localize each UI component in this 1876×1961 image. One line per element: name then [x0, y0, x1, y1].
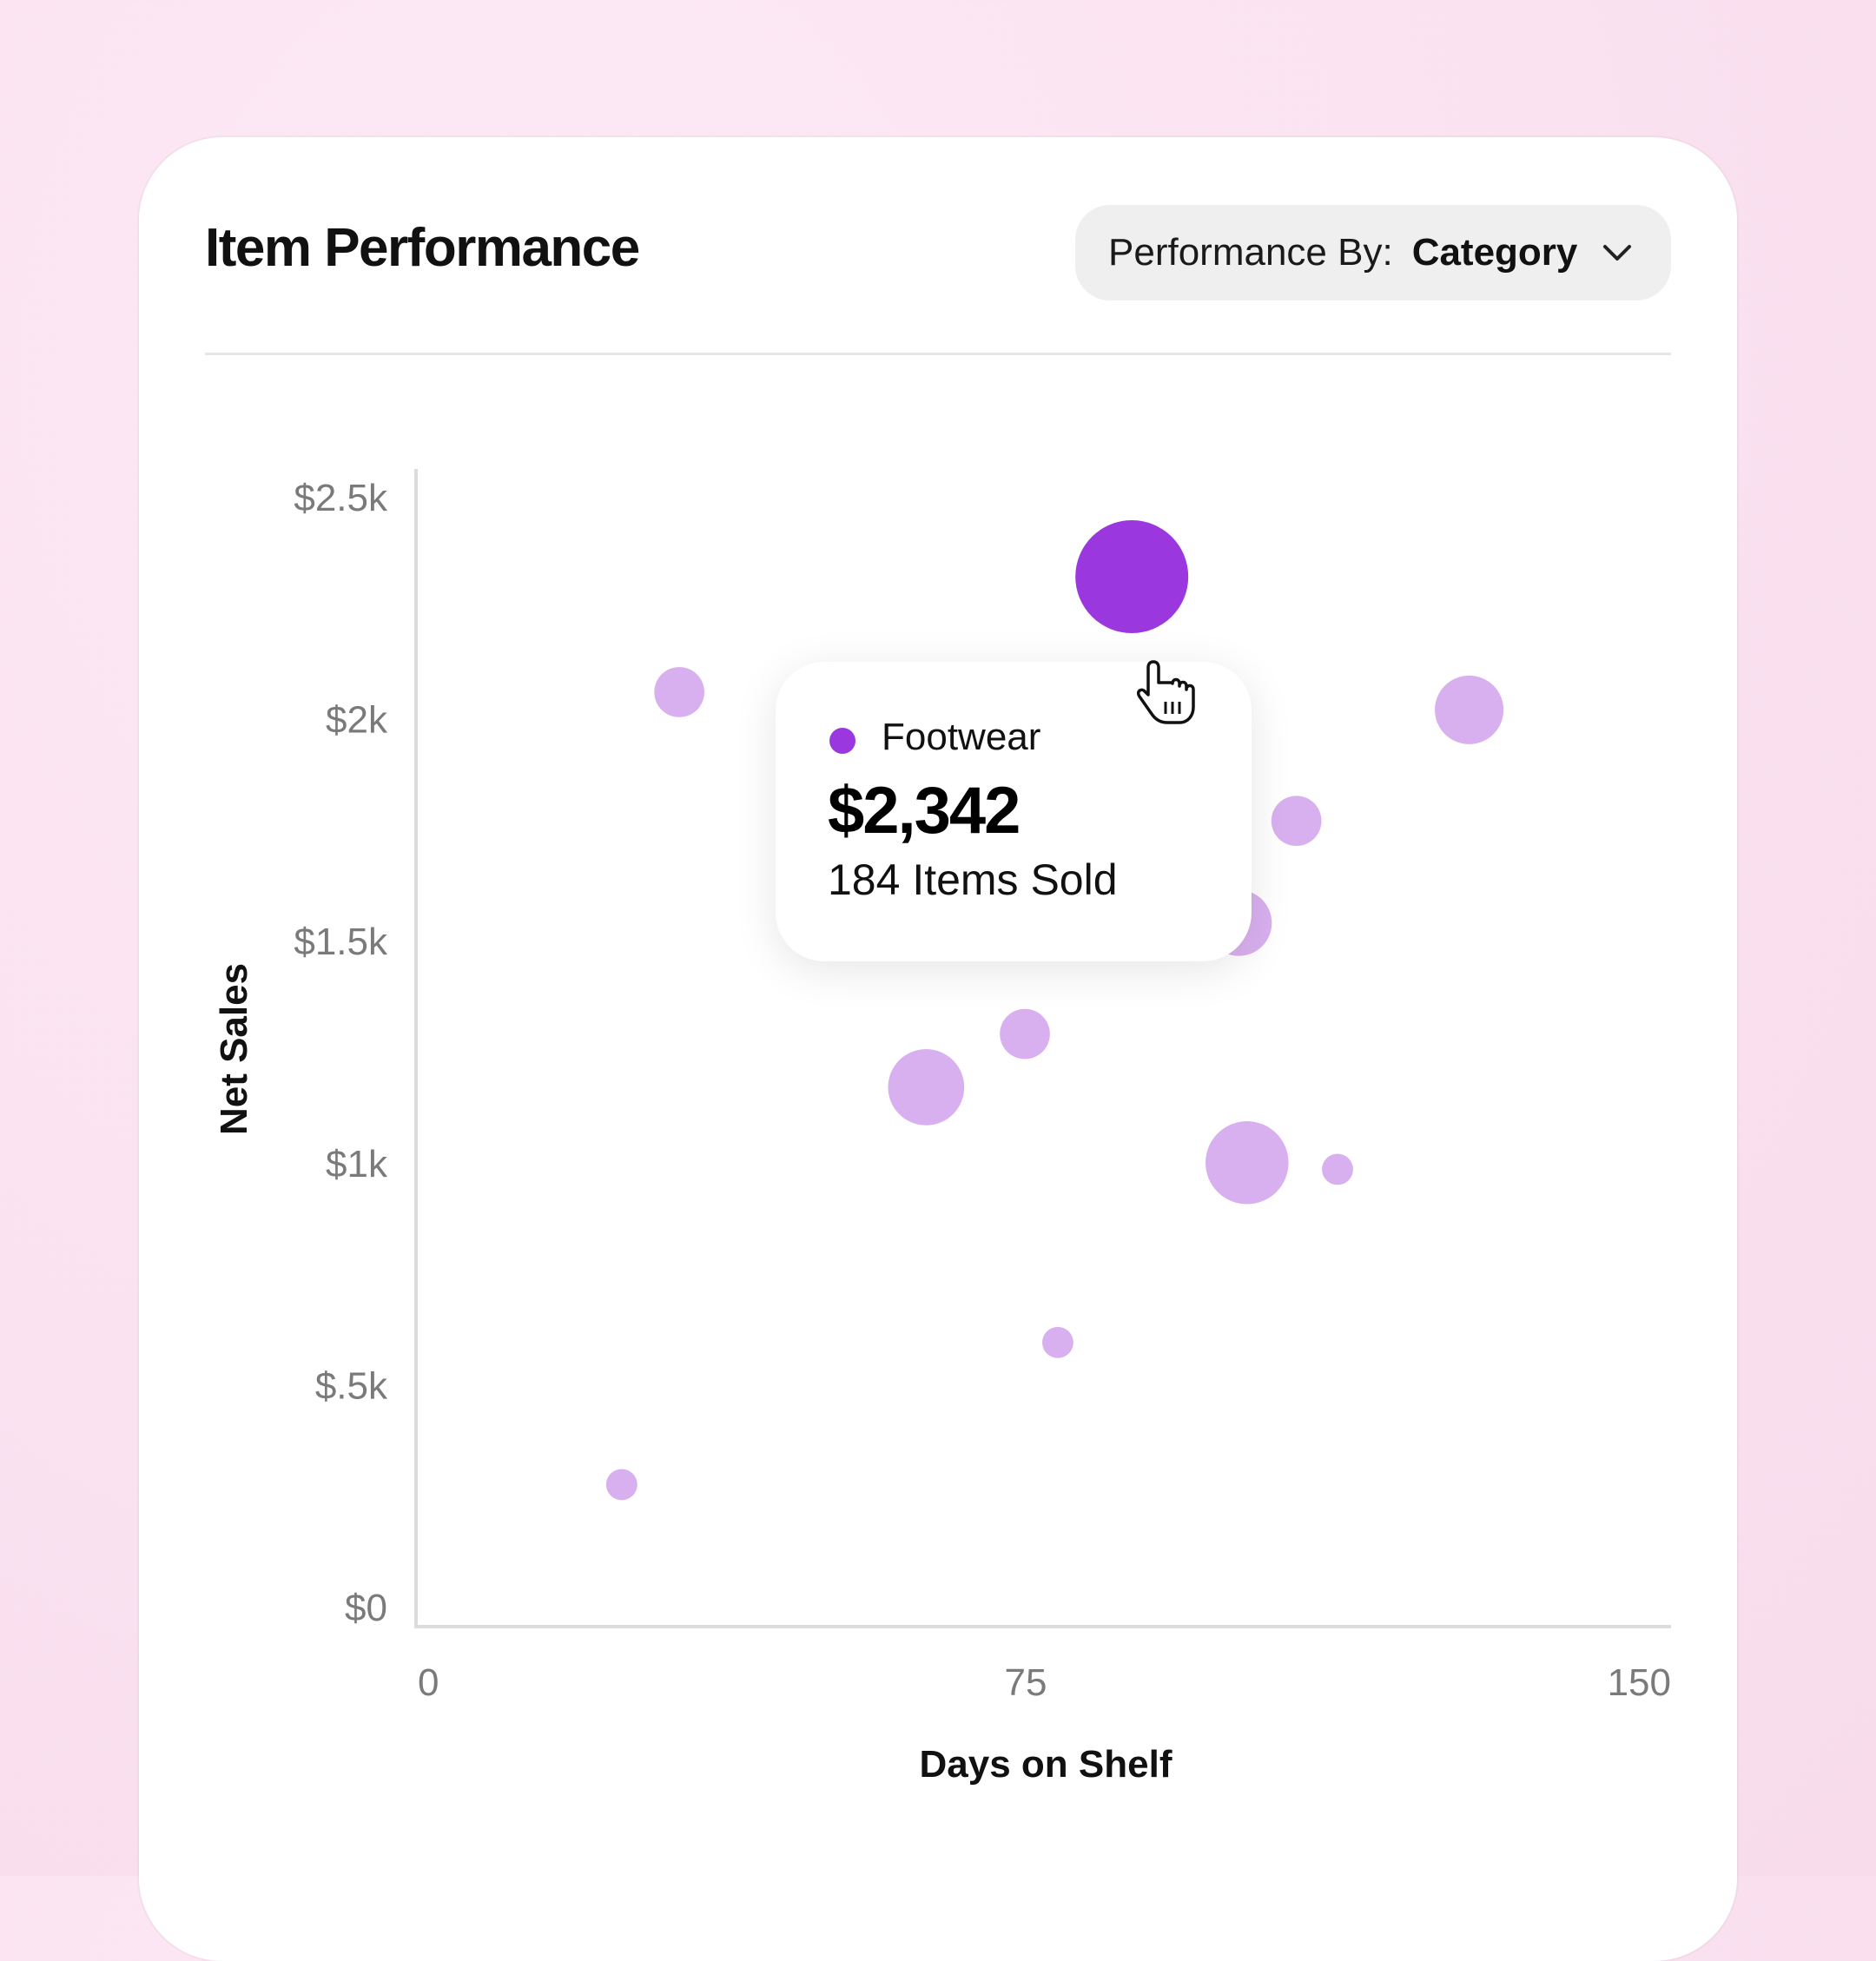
- hand-pointer-icon: [1136, 660, 1195, 724]
- x-tick-label: 75: [1005, 1661, 1047, 1704]
- bubble[interactable]: [888, 1049, 965, 1126]
- chevron-down-icon: [1600, 235, 1635, 270]
- x-axis-title: Days on Shelf: [920, 1743, 1172, 1786]
- tooltip-category: Footwear: [882, 716, 1041, 758]
- bubble-highlighted[interactable]: [1075, 520, 1189, 634]
- y-tick-label: $1.5k: [294, 921, 388, 963]
- x-tick-label: 150: [1608, 1661, 1671, 1704]
- performance-by-dropdown[interactable]: Performance By: Category: [1075, 205, 1671, 300]
- y-tick-label: $2.5k: [294, 477, 388, 519]
- bubble[interactable]: [654, 667, 704, 717]
- x-tick-label: 0: [418, 1661, 439, 1704]
- bubble[interactable]: [605, 1469, 637, 1501]
- bubble[interactable]: [1206, 1121, 1289, 1205]
- tooltip-items-sold: 184 Items Sold: [828, 855, 1118, 904]
- bubble[interactable]: [1042, 1326, 1073, 1358]
- y-axis-title: Net Sales: [213, 963, 255, 1135]
- legend-dot: [829, 728, 855, 754]
- header-divider: [205, 353, 1671, 355]
- y-tick-label: $.5k: [315, 1364, 388, 1407]
- bubble[interactable]: [1322, 1153, 1353, 1185]
- bubble[interactable]: [1435, 675, 1504, 744]
- bubble[interactable]: [1000, 1008, 1050, 1060]
- y-tick-label: $0: [345, 1587, 387, 1629]
- dropdown-label: Performance By:: [1108, 231, 1393, 274]
- bubble[interactable]: [1271, 796, 1322, 847]
- scatter-chart: $2.5k $2k $1.5k $1k $.5k $0 0 75 150 Days on Sh…: [213, 469, 1671, 1786]
- dropdown-value: Category: [1411, 231, 1578, 274]
- y-tick-label: $2k: [326, 699, 388, 742]
- page-title: Item Performance: [205, 218, 640, 278]
- chart-card: [139, 137, 1737, 1961]
- y-tick-label: $1k: [326, 1143, 388, 1185]
- tooltip-value: $2,342: [828, 774, 1021, 848]
